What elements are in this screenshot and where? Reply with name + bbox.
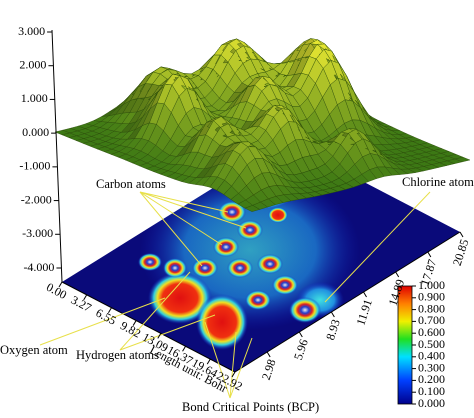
- colorbar-tick-label: 0.000: [418, 396, 445, 410]
- surface-facet: [454, 156, 471, 163]
- y-tick: [298, 331, 303, 338]
- x-tick: [206, 358, 211, 365]
- leader-line: [139, 191, 247, 267]
- annotation: Hydrogen atoms: [76, 348, 159, 362]
- annotation: Oxygen atom: [0, 343, 68, 357]
- y-tick: [427, 251, 432, 258]
- y-tick-label: 20.85: [450, 237, 472, 267]
- density-blob: [196, 294, 248, 350]
- annotation: Chlorine atom: [402, 175, 474, 189]
- y-tick-label: 2.98: [259, 357, 279, 381]
- leader-line: [119, 271, 216, 351]
- density-blob: [289, 297, 321, 323]
- y-tick: [459, 231, 464, 238]
- y-axis: [234, 231, 461, 373]
- colorbar-tick-label: 0.100: [418, 384, 445, 398]
- y-tick-label: 5.96: [291, 337, 311, 361]
- colorbar-tick-label: 0.400: [418, 349, 445, 363]
- colorbar-tick-label: 0.300: [418, 360, 445, 374]
- colorbar-tick-label: 0.700: [418, 313, 445, 327]
- density-blob: [237, 220, 263, 240]
- map-features: [138, 166, 360, 350]
- annotation: Bond Critical Points (BCP): [182, 400, 319, 414]
- density-map: [62, 142, 460, 372]
- density-blob: [268, 207, 288, 223]
- leader-line: [39, 297, 166, 346]
- colorbar-tick-label: 0.800: [418, 301, 445, 315]
- leader-line: [324, 191, 431, 303]
- z-tick-label: -2.000: [21, 192, 52, 206]
- z-tick-label: 1.000: [21, 91, 48, 105]
- surface: [54, 38, 471, 212]
- leader-line: [204, 321, 253, 399]
- x-tick: [132, 320, 137, 326]
- z-tick-label: 0.000: [22, 125, 49, 139]
- colorbar-tick-label: 0.600: [418, 325, 445, 339]
- colorbar-tick-label: 0.500: [418, 337, 445, 351]
- y-tick: [363, 291, 367, 298]
- annotation-leaders: [39, 191, 431, 399]
- x-tick: [83, 294, 88, 301]
- density-blob: [257, 254, 283, 274]
- density-blob: [218, 201, 246, 223]
- y-tick: [266, 351, 271, 358]
- density-blob: [163, 258, 187, 278]
- colorbar-tick-label: 0.900: [418, 290, 445, 304]
- density-blob: [138, 253, 162, 271]
- y-tick-label: 11.91: [353, 297, 375, 327]
- colorbar: [397, 285, 413, 405]
- z-tick-label: -1.000: [19, 159, 50, 173]
- density-blob: [227, 258, 253, 278]
- z-tick-label: -4.000: [23, 260, 54, 274]
- x-axis: [61, 281, 236, 373]
- x-tick: [58, 281, 63, 288]
- z-axis: [51, 29, 63, 283]
- z-tick-label: -3.000: [22, 226, 53, 240]
- x-tick: [182, 346, 186, 352]
- x-tick: [157, 333, 162, 339]
- density-blob: [245, 290, 271, 310]
- z-tick-label: 3.000: [18, 24, 45, 38]
- y-tick-label: 8.93: [323, 317, 343, 341]
- y-tick: [395, 271, 400, 278]
- density-blob: [192, 258, 218, 278]
- annotation: Carbon atoms: [96, 177, 166, 191]
- density-blob: [213, 237, 239, 257]
- y-tick: [330, 311, 335, 318]
- colorbar-tick-label: 1.000: [418, 278, 445, 292]
- x-tick: [108, 307, 112, 313]
- colorbar-tick-label: 0.200: [418, 372, 445, 386]
- z-tick-label: 2.000: [19, 57, 46, 71]
- x-tick: [231, 371, 236, 378]
- density-blob: [272, 275, 298, 295]
- density-blob: [148, 272, 212, 324]
